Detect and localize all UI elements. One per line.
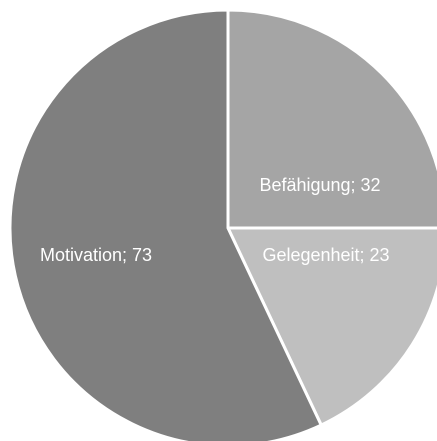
data-label: Befähigung; 32 [259, 175, 380, 195]
data-label: Gelegenheit; 23 [262, 245, 389, 265]
pie-slice [226, 226, 437, 427]
pie-slice [8, 8, 323, 441]
pie-slice [226, 8, 437, 230]
data-label: Motivation; 73 [40, 245, 152, 265]
